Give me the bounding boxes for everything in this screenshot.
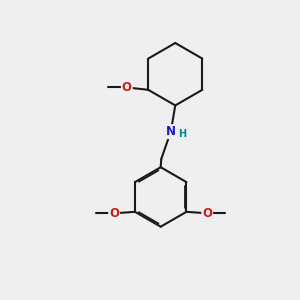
Text: O: O (109, 207, 119, 220)
Text: H: H (178, 129, 186, 139)
Text: O: O (202, 207, 212, 220)
Text: O: O (122, 81, 132, 94)
Text: N: N (166, 125, 176, 138)
